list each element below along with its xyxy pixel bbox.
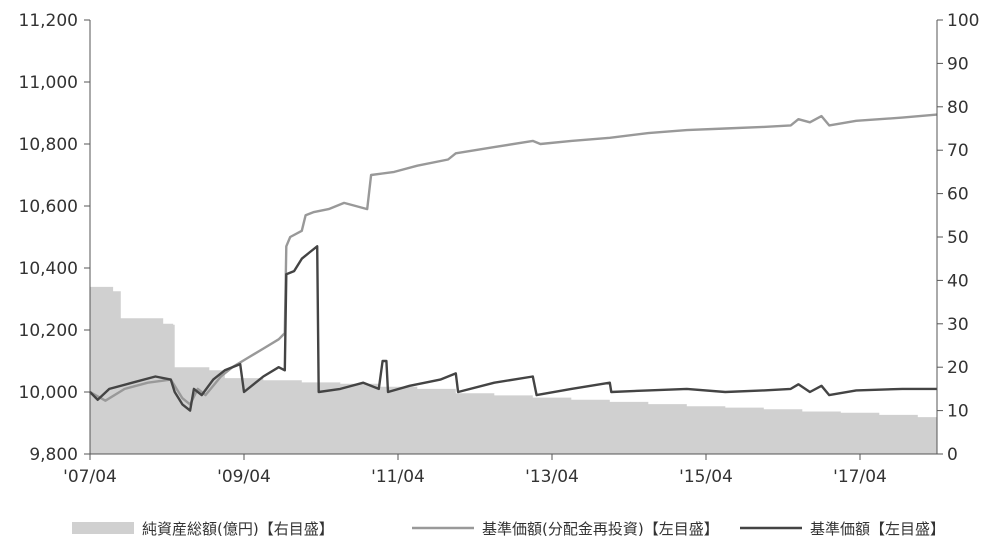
right-tick-label: 10 xyxy=(947,402,969,422)
legend-swatch-area xyxy=(72,522,134,534)
right-tick-label: 40 xyxy=(947,271,969,291)
left-tick-label: 10,200 xyxy=(19,321,78,341)
left-tick-label: 10,000 xyxy=(19,383,78,403)
legend-nav-label: 基準価額【左目盛】 xyxy=(810,520,945,538)
legend: 純資産総額(億円)【右目盛】 基準価額(分配金再投資)【左目盛】 基準価額【左目盛】 xyxy=(72,520,945,538)
right-tick-label: 50 xyxy=(947,228,969,248)
right-tick-label: 70 xyxy=(947,141,969,161)
right-tick-label: 0 xyxy=(947,445,958,465)
series-nav-line xyxy=(89,245,937,412)
right-tick-label: 60 xyxy=(947,185,969,205)
x-tick-label: '17/04 xyxy=(833,467,887,487)
x-tick-label: '11/04 xyxy=(371,467,425,487)
x-tick-label: '15/04 xyxy=(679,467,733,487)
left-tick-label: 10,800 xyxy=(19,135,78,155)
left-tick-label: 9,800 xyxy=(29,445,78,465)
x-tick-label: '07/04 xyxy=(63,467,117,487)
right-tick-label: 20 xyxy=(947,358,969,378)
right-tick-label: 80 xyxy=(947,98,969,118)
left-tick-labels: 9,800 10,000 10,200 10,400 10,600 10,800 11,00… xyxy=(19,11,90,465)
lines-layer xyxy=(89,113,938,412)
x-tick-label: '13/04 xyxy=(525,467,579,487)
series-nav-reinvested-line xyxy=(89,113,938,406)
right-tick-label: 100 xyxy=(947,11,979,31)
left-tick-label: 11,200 xyxy=(19,11,78,31)
left-tick-label: 11,000 xyxy=(19,73,78,93)
right-tick-label: 90 xyxy=(947,54,969,74)
legend-net-assets-label: 純資産総額(億円)【右目盛】 xyxy=(142,520,334,538)
legend-nav-reinvested-label: 基準価額(分配金再投資)【左目盛】 xyxy=(482,520,719,538)
series-net-assets-area xyxy=(90,286,937,454)
left-tick-label: 10,400 xyxy=(19,259,78,279)
x-tick-labels: '07/04 '09/04 '11/04 '13/04 '15/04 '17/04 xyxy=(63,454,887,487)
left-tick-label: 10,600 xyxy=(19,197,78,217)
x-tick-label: '09/04 xyxy=(217,467,271,487)
area-layer xyxy=(90,286,937,454)
right-tick-label: 30 xyxy=(947,315,969,335)
right-tick-labels: 0 10 20 30 40 50 60 70 80 90 100 xyxy=(937,11,979,465)
